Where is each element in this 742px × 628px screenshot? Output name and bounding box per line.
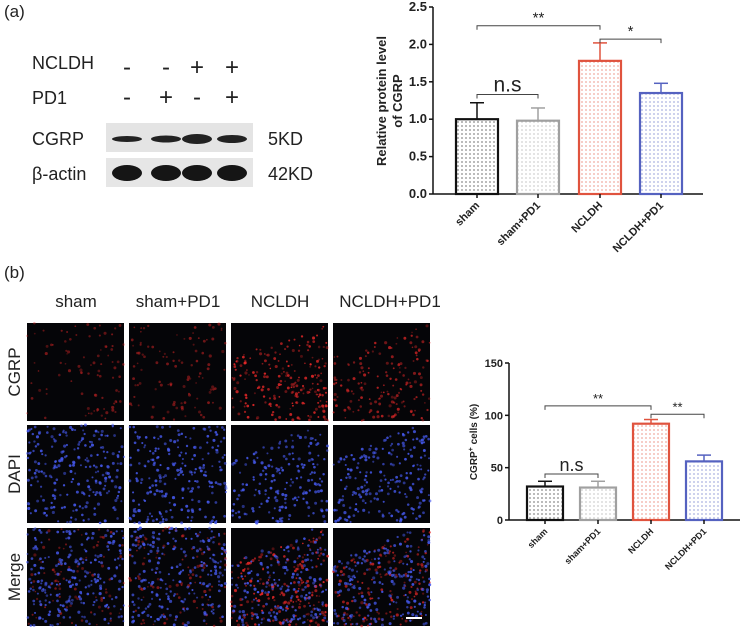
row-label-merge: Merge <box>5 553 24 601</box>
cgrp-band <box>112 136 142 142</box>
x-tick-label: NCLDH <box>626 526 655 555</box>
y-axis-label-line: of CGRP <box>390 74 405 128</box>
significance-label: ** <box>533 10 545 27</box>
y-tick-label: 0 <box>497 515 503 527</box>
significance-label: n.s <box>559 455 583 475</box>
column-header-sham: sham <box>55 292 97 311</box>
band-size-actin: 42KD <box>268 164 313 184</box>
sign-pd1-lane-2: + <box>159 84 173 111</box>
significance-label: ** <box>593 391 603 406</box>
y-tick-label: 1.0 <box>409 111 427 126</box>
y-tick-label: 1.5 <box>409 74 427 89</box>
y-tick-label: 0.0 <box>409 186 427 201</box>
micrograph-dapi-4 <box>332 425 432 524</box>
panel-a-label: (a) <box>4 2 25 21</box>
cgrp-band <box>217 135 247 143</box>
bar-sham <box>454 118 500 196</box>
significance-bracket <box>650 413 705 419</box>
y-axis-label: Relative protein levelof CGRP <box>374 36 405 166</box>
significance-bracket <box>476 25 601 30</box>
bar-sham <box>525 485 565 522</box>
chart-cgrp-positive-cells: 0 50 100 150 sham sham+PD1 NCLDH NCLDH+PD1 ** ** n… <box>468 358 740 572</box>
sign-ncldh-lane-3: + <box>190 54 204 81</box>
micrograph-cgrp-2 <box>128 322 227 421</box>
sign-ncldh-lane-1: - <box>123 54 131 81</box>
cgrp-band <box>182 134 212 144</box>
actin-band <box>151 165 181 181</box>
bar-sham-pd1 <box>515 119 561 196</box>
x-tick-label: sham <box>526 526 550 550</box>
micrograph-cgrp-4 <box>332 323 431 422</box>
y-tick-label: 2.0 <box>409 36 427 51</box>
band-label-actin: β-actin <box>32 164 86 184</box>
actin-band <box>182 165 212 181</box>
bar-sham-pd1 <box>578 486 618 522</box>
x-tick-label: NCLDH+PD1 <box>611 200 666 255</box>
sign-ncldh-lane-2: - <box>162 54 170 81</box>
significance-bracket <box>476 94 539 99</box>
significance-bracket <box>544 473 599 478</box>
chart-relative-protein-level: 0.0 0.5 1.0 1.5 2.0 2.5 sham sham+PD1 NCLDH NCLDH… <box>374 0 703 255</box>
micrograph-dapi-3 <box>231 425 329 525</box>
x-tick-label: sham+PD1 <box>563 526 603 566</box>
column-header-ncldh-pd1: NCLDH+PD1 <box>339 292 441 311</box>
micrograph-dapi-2 <box>128 425 228 525</box>
row-label-dapi: DAPI <box>5 454 24 494</box>
bar-ncldh <box>631 422 671 522</box>
sign-ncldh-lane-4: + <box>225 54 239 81</box>
band-label-cgrp: CGRP <box>32 129 84 149</box>
micrograph-grid <box>25 321 432 628</box>
actin-band <box>217 165 247 181</box>
sign-pd1-lane-3: - <box>193 84 201 111</box>
sign-pd1-lane-4: + <box>225 84 239 111</box>
y-tick-label: 100 <box>485 410 503 422</box>
x-tick-label: NCLDH <box>569 200 605 236</box>
condition-label-ncldh: NCLDH <box>32 53 94 73</box>
micrograph-merge-1 <box>26 527 125 627</box>
cgrp-band <box>151 135 181 143</box>
bar-ncldh-pd1 <box>684 460 724 522</box>
significance-label: * <box>628 23 634 40</box>
micrograph-cgrp-1 <box>25 321 125 421</box>
row-label-cgrp: CGRP <box>5 347 24 396</box>
x-tick-label: NCLDH+PD1 <box>663 526 708 571</box>
western-blot: NCLDH PD1 - - + +- + - + CGRP β-actin 5KD 42KD <box>32 53 313 187</box>
bar-ncldh-pd1 <box>638 91 684 196</box>
micrograph-dapi-1 <box>25 423 126 525</box>
micrograph-cgrp-3 <box>231 323 329 422</box>
condition-label-pd1: PD1 <box>32 88 67 108</box>
significance-label: ** <box>672 399 682 414</box>
significance-label: n.s <box>493 74 521 97</box>
x-tick-label: sham+PD1 <box>495 200 543 248</box>
micrograph-merge-4 <box>332 528 432 628</box>
column-header-ncldh: NCLDH <box>251 292 310 311</box>
sign-pd1-lane-1: - <box>123 84 131 111</box>
y-tick-label: 150 <box>485 358 503 370</box>
actin-band <box>112 165 142 181</box>
y-tick-label: 50 <box>491 463 503 475</box>
significance-bracket <box>599 38 662 44</box>
y-axis-label-line: Relative protein level <box>374 36 389 166</box>
y-tick-label: 2.5 <box>409 0 427 14</box>
band-size-cgrp: 5KD <box>268 129 303 149</box>
significance-bracket <box>544 405 652 410</box>
micrograph-merge-3 <box>229 528 329 627</box>
micrograph-merge-2 <box>128 526 227 628</box>
x-tick-label: sham <box>453 199 482 228</box>
panel-b-label: (b) <box>4 263 25 282</box>
column-header-sham-pd1: sham+PD1 <box>136 292 221 311</box>
y-axis-label: CGRP+ cells (%) <box>468 404 480 480</box>
bar-ncldh <box>577 59 623 196</box>
y-tick-label: 0.5 <box>409 149 427 164</box>
